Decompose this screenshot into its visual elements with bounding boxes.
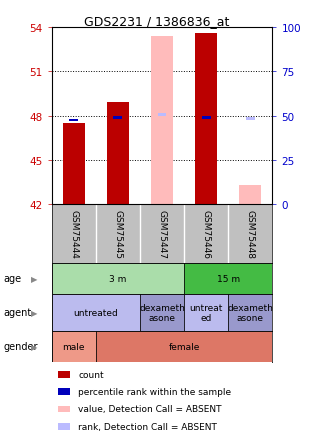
Bar	[58, 388, 70, 395]
Bar	[58, 405, 70, 413]
Bar	[113, 117, 122, 120]
Text: age: age	[3, 274, 21, 284]
Bar	[69, 119, 78, 122]
Text: GSM75447: GSM75447	[157, 209, 167, 258]
Bar	[195, 34, 217, 204]
Bar	[58, 371, 70, 378]
Bar	[239, 185, 261, 204]
Bar	[184, 294, 228, 331]
Bar	[52, 294, 140, 331]
Bar	[246, 118, 255, 121]
Text: untreated: untreated	[74, 308, 118, 317]
Bar	[140, 294, 184, 331]
Bar	[52, 331, 96, 362]
Text: gender: gender	[3, 342, 38, 352]
Bar	[96, 331, 272, 362]
Text: male: male	[63, 342, 85, 351]
Text: GSM75446: GSM75446	[202, 209, 211, 258]
Bar	[63, 124, 85, 204]
Bar	[107, 103, 129, 204]
Text: 15 m: 15 m	[217, 274, 240, 283]
Bar	[151, 37, 173, 204]
Text: 3 m: 3 m	[109, 274, 126, 283]
Bar	[228, 294, 272, 331]
Text: rank, Detection Call = ABSENT: rank, Detection Call = ABSENT	[78, 422, 217, 431]
Text: untreat
ed: untreat ed	[189, 303, 223, 322]
Text: percentile rank within the sample: percentile rank within the sample	[78, 388, 231, 396]
Text: GSM75445: GSM75445	[113, 209, 122, 258]
Bar	[52, 263, 184, 294]
Text: GSM75444: GSM75444	[69, 209, 78, 258]
Text: GSM75448: GSM75448	[246, 209, 255, 258]
Text: agent: agent	[3, 308, 31, 318]
Text: GDS2231 / 1386836_at: GDS2231 / 1386836_at	[84, 15, 229, 28]
Text: female: female	[168, 342, 200, 351]
Bar	[202, 117, 211, 120]
Bar	[157, 114, 167, 117]
Text: dexameth
asone: dexameth asone	[139, 303, 185, 322]
Text: ▶: ▶	[31, 274, 37, 283]
Text: dexameth
asone: dexameth asone	[227, 303, 273, 322]
Text: value, Detection Call = ABSENT: value, Detection Call = ABSENT	[78, 404, 222, 414]
Bar	[58, 423, 70, 430]
Text: ▶: ▶	[31, 308, 37, 317]
Bar	[184, 263, 272, 294]
Text: count: count	[78, 370, 104, 379]
Text: ▶: ▶	[31, 342, 37, 351]
